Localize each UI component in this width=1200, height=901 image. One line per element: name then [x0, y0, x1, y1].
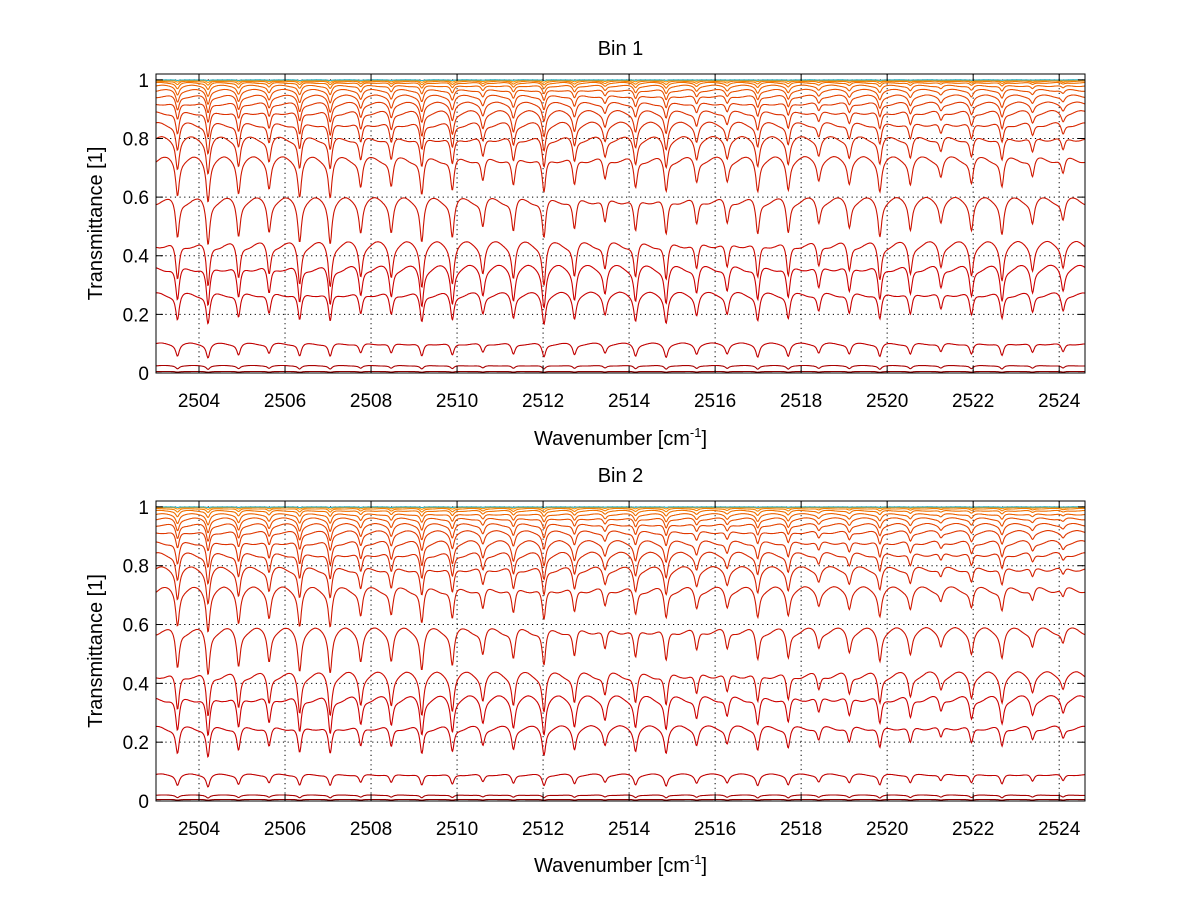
series-line — [155, 794, 1085, 799]
series-line — [156, 509, 1085, 518]
x-axis-label-text: Wavenumber [cm — [534, 855, 690, 877]
x-tick-label: 2510 — [436, 391, 478, 412]
series-layer — [155, 79, 1086, 373]
series-line — [156, 79, 1086, 83]
x-tick-label: 2510 — [436, 819, 478, 840]
series-line — [156, 540, 1086, 569]
series-line — [155, 773, 1085, 788]
series-line — [156, 507, 1085, 513]
plot-area — [156, 74, 1085, 373]
series-line — [155, 264, 1086, 309]
y-tick-label: 1 — [138, 498, 149, 519]
x-axis-label-superscript: -1 — [690, 852, 702, 867]
x-axis-label-suffix: ] — [701, 428, 707, 450]
x-axis-label-text: Wavenumber [cm — [534, 428, 690, 450]
x-tick-label: 2516 — [694, 391, 736, 412]
series-line — [155, 196, 1086, 245]
y-tick-label: 0.8 — [123, 557, 149, 578]
y-axis-label: Transmittance [1] — [85, 147, 107, 301]
y-tick-label: 0.2 — [123, 305, 149, 326]
x-tick-label: 2514 — [608, 391, 651, 412]
series-line — [155, 551, 1085, 586]
x-tick-label: 2512 — [522, 391, 564, 412]
series-line — [155, 84, 1085, 97]
series-layer — [155, 506, 1086, 801]
series-line — [156, 798, 1085, 801]
series-line — [155, 586, 1086, 633]
x-tick-label: 2506 — [264, 391, 306, 412]
series-line — [156, 522, 1086, 542]
series-line — [155, 88, 1085, 105]
y-axis-ticks: 0 0.2 0.4 0.6 0.8 1 — [123, 71, 1085, 385]
x-axis-label-superscript: -1 — [690, 425, 702, 440]
series-line — [155, 364, 1085, 370]
x-tick-label: 2516 — [694, 819, 736, 840]
series-line — [155, 725, 1086, 759]
series-line — [155, 566, 1086, 605]
series-line — [155, 695, 1086, 737]
grid — [156, 74, 1085, 373]
y-tick-label: 0.4 — [123, 674, 150, 695]
series-line — [155, 513, 1086, 526]
series-line — [155, 291, 1086, 326]
y-axis-ticks: 0 0.2 0.4 0.6 0.8 1 — [123, 498, 1085, 813]
x-tick-label: 2524 — [1038, 819, 1081, 840]
x-axis-label: Wavenumber [cm-1] — [534, 425, 707, 450]
y-tick-label: 0.6 — [123, 616, 149, 637]
x-axis-ticks: 2504 2506 2508 2510 2512 2514 2516 2518 2520 2522… — [178, 501, 1081, 840]
axes-box — [155, 500, 1086, 802]
chart-title: Bin 1 — [598, 38, 644, 60]
y-tick-label: 0 — [138, 792, 149, 813]
x-tick-label: 2508 — [350, 391, 392, 412]
x-tick-label: 2522 — [952, 819, 994, 840]
series-line — [155, 506, 1085, 510]
x-tick-label: 2504 — [178, 819, 221, 840]
x-tick-label: 2508 — [350, 819, 392, 840]
x-tick-label: 2504 — [178, 391, 221, 412]
x-tick-label: 2524 — [1038, 391, 1081, 412]
x-tick-label: 2506 — [264, 819, 306, 840]
x-tick-label: 2518 — [780, 819, 822, 840]
x-tick-label: 2514 — [608, 819, 651, 840]
series-line — [155, 101, 1086, 123]
series-line — [155, 627, 1086, 675]
x-tick-label: 2522 — [952, 391, 994, 412]
y-tick-label: 1 — [138, 71, 149, 92]
y-tick-label: 0.2 — [123, 733, 149, 754]
series-line — [156, 506, 1085, 509]
y-tick-label: 0.6 — [123, 188, 149, 209]
series-line — [155, 135, 1086, 175]
series-line — [155, 530, 1086, 552]
series-line — [155, 94, 1086, 113]
series-line — [155, 156, 1085, 203]
x-axis-ticks: 2504 2506 2508 2510 2512 2514 2516 2518 2520 2522… — [178, 74, 1081, 412]
y-axis-label: Transmittance [1] — [85, 574, 107, 728]
series-line — [156, 79, 1085, 82]
series-line — [155, 121, 1085, 156]
x-tick-label: 2520 — [866, 819, 908, 840]
x-tick-label: 2520 — [866, 391, 908, 412]
plot-area — [156, 501, 1085, 801]
y-tick-label: 0 — [138, 364, 149, 385]
chart-panel-bin-1: 2504 2506 2508 2510 2512 2514 2516 2518 2520 2522… — [85, 38, 1086, 450]
chart-panel-bin-2: 2504 2506 2508 2510 2512 2514 2516 2518 2520 2522… — [85, 465, 1086, 877]
x-tick-label: 2518 — [780, 391, 822, 412]
x-axis-label: Wavenumber [cm-1] — [534, 852, 707, 877]
y-tick-label: 0.8 — [123, 129, 149, 150]
y-tick-label: 0.4 — [123, 247, 150, 268]
series-line — [155, 240, 1086, 288]
series-line — [155, 110, 1086, 139]
series-line — [155, 517, 1085, 534]
series-line — [156, 81, 1085, 91]
axes-box — [155, 73, 1086, 374]
series-line — [156, 370, 1085, 373]
x-axis-label-suffix: ] — [701, 855, 707, 877]
series-line — [155, 342, 1086, 359]
chart-title: Bin 2 — [598, 465, 644, 487]
x-tick-label: 2512 — [522, 819, 564, 840]
series-line — [156, 80, 1086, 86]
series-line — [155, 671, 1086, 717]
